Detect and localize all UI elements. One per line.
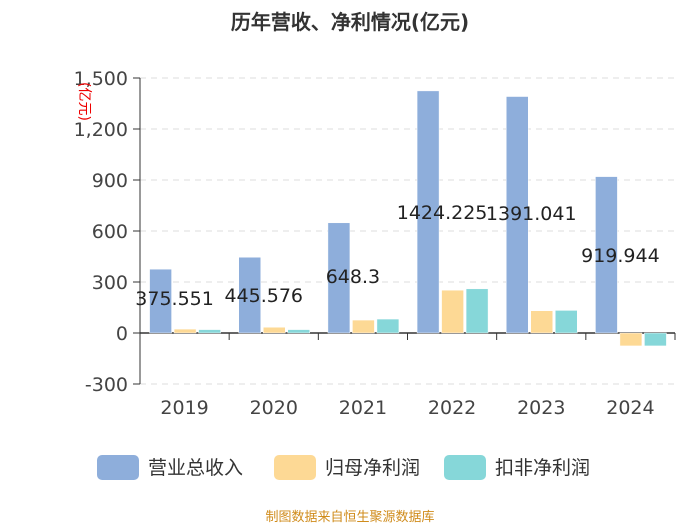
bar-0	[327, 222, 351, 334]
bar-0	[149, 268, 172, 334]
y-tick-label: 1,500	[74, 68, 128, 90]
source-footer: 制图数据来自恒生聚源数据库	[265, 510, 435, 525]
bar-1	[352, 319, 375, 334]
y-tick-label: 900	[92, 170, 128, 192]
x-tick-label: 2023	[517, 397, 565, 419]
legend-label: 归母净利润	[325, 457, 420, 479]
y-tick-label: 600	[92, 221, 128, 243]
x-tick-label: 2020	[250, 397, 298, 419]
bar-2	[376, 318, 400, 334]
legend-swatch	[274, 455, 316, 480]
bar-0	[238, 257, 261, 334]
bar-0	[595, 176, 618, 334]
data-label: 648.3	[326, 266, 380, 288]
bar-2	[198, 329, 221, 334]
data-label: 445.576	[224, 285, 303, 307]
data-label: 1424.225	[397, 202, 488, 224]
data-label: 1391.041	[486, 203, 577, 225]
legend-label: 扣非净利润	[495, 457, 590, 479]
bar-0	[416, 90, 440, 334]
bar-2	[465, 288, 489, 334]
bar-1	[263, 326, 286, 334]
bar-2	[287, 329, 310, 334]
chart-title: 历年营收、净利情况(亿元)	[230, 10, 470, 34]
legend-label: 营业总收入	[148, 457, 243, 479]
bar-1	[173, 328, 197, 334]
y-axis-label: (亿元)	[76, 82, 92, 121]
y-tick-label: 0	[116, 323, 128, 345]
x-tick-label: 2019	[160, 397, 208, 419]
y-tick-label: -300	[85, 374, 128, 396]
data-label: 919.944	[581, 245, 660, 267]
legend-swatch	[444, 455, 486, 480]
bar-1	[441, 289, 464, 334]
legend-swatch	[97, 455, 139, 480]
x-tick-label: 2024	[606, 397, 654, 419]
x-tick-label: 2021	[339, 397, 387, 419]
data-label: 375.551	[135, 288, 214, 310]
bar-2	[555, 310, 578, 334]
bar-0	[506, 96, 529, 334]
x-tick-label: 2022	[428, 397, 476, 419]
y-tick-label: 1,200	[74, 119, 128, 141]
bar-2	[644, 332, 667, 347]
bar-1	[619, 332, 643, 347]
y-tick-label: 300	[92, 272, 128, 294]
bar-1	[530, 310, 553, 334]
